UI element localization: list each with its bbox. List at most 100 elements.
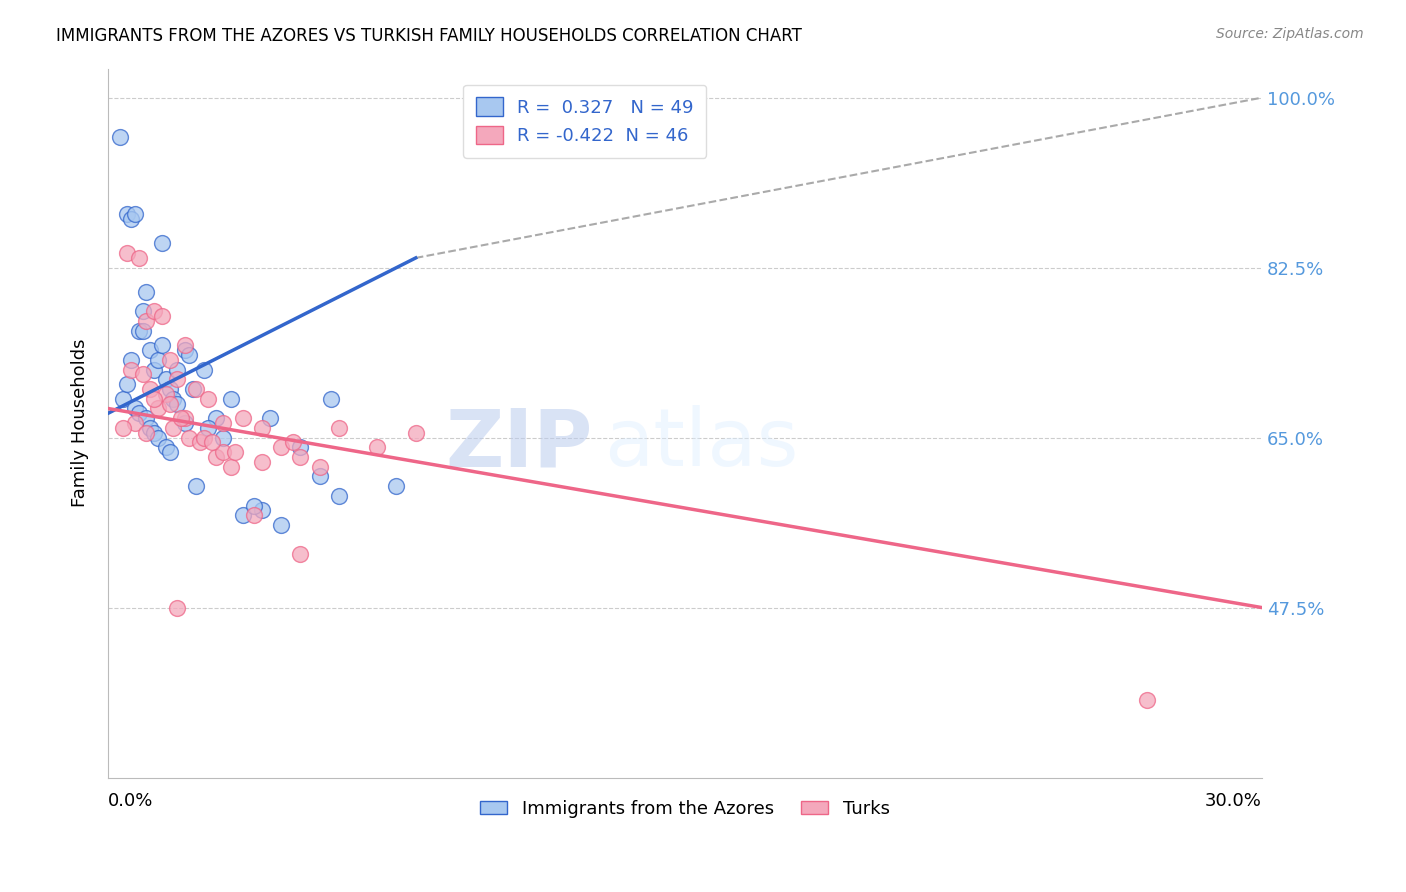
Text: 0.0%: 0.0% bbox=[108, 792, 153, 810]
Point bbox=[128, 324, 150, 338]
Point bbox=[135, 411, 157, 425]
Point bbox=[270, 518, 292, 533]
Point bbox=[150, 309, 173, 323]
Point bbox=[193, 431, 215, 445]
Point bbox=[139, 382, 162, 396]
Text: ZIP: ZIP bbox=[446, 405, 593, 483]
Point bbox=[328, 421, 350, 435]
Point bbox=[135, 314, 157, 328]
Point bbox=[131, 324, 153, 338]
Point bbox=[319, 392, 342, 406]
Point bbox=[155, 387, 177, 401]
Point bbox=[270, 440, 292, 454]
Point bbox=[115, 246, 138, 260]
Point bbox=[131, 304, 153, 318]
Point bbox=[143, 392, 166, 406]
Point bbox=[232, 411, 254, 425]
Point bbox=[366, 440, 388, 454]
Point bbox=[115, 207, 138, 221]
Point bbox=[150, 236, 173, 251]
Point bbox=[120, 362, 142, 376]
Point bbox=[219, 392, 242, 406]
Point bbox=[204, 411, 226, 425]
Point bbox=[385, 479, 408, 493]
Point bbox=[166, 396, 188, 410]
Point bbox=[159, 396, 181, 410]
Point bbox=[250, 455, 273, 469]
Point bbox=[290, 547, 312, 561]
Point bbox=[120, 352, 142, 367]
Text: atlas: atlas bbox=[605, 405, 799, 483]
Point bbox=[120, 212, 142, 227]
Point bbox=[150, 338, 173, 352]
Point bbox=[124, 207, 146, 221]
Point bbox=[128, 406, 150, 420]
Point bbox=[139, 343, 162, 358]
Point bbox=[290, 440, 312, 454]
Text: 30.0%: 30.0% bbox=[1205, 792, 1263, 810]
Point bbox=[186, 479, 208, 493]
Point bbox=[308, 469, 330, 483]
Text: Source: ZipAtlas.com: Source: ZipAtlas.com bbox=[1216, 27, 1364, 41]
Point bbox=[155, 440, 177, 454]
Point bbox=[219, 459, 242, 474]
Point bbox=[212, 445, 235, 459]
Point bbox=[232, 508, 254, 523]
Point bbox=[290, 450, 312, 464]
Point bbox=[155, 372, 177, 386]
Point bbox=[177, 431, 200, 445]
Point bbox=[181, 382, 204, 396]
Point bbox=[197, 392, 219, 406]
Point bbox=[250, 503, 273, 517]
Point bbox=[243, 499, 266, 513]
Point bbox=[112, 392, 135, 406]
Point bbox=[143, 304, 166, 318]
Point bbox=[174, 338, 197, 352]
Y-axis label: Family Households: Family Households bbox=[72, 339, 89, 508]
Point bbox=[201, 435, 224, 450]
Point bbox=[143, 425, 166, 440]
Point bbox=[170, 411, 193, 425]
Point bbox=[174, 343, 197, 358]
Point bbox=[281, 435, 304, 450]
Point bbox=[162, 392, 184, 406]
Point bbox=[143, 362, 166, 376]
Point bbox=[159, 445, 181, 459]
Point bbox=[135, 285, 157, 299]
Point bbox=[146, 431, 169, 445]
Point bbox=[162, 421, 184, 435]
Point bbox=[159, 382, 181, 396]
Point bbox=[139, 421, 162, 435]
Point bbox=[135, 425, 157, 440]
Point bbox=[166, 600, 188, 615]
Point bbox=[174, 416, 197, 430]
Point bbox=[212, 416, 235, 430]
Point bbox=[328, 489, 350, 503]
Point bbox=[146, 352, 169, 367]
Point bbox=[124, 416, 146, 430]
Point bbox=[204, 450, 226, 464]
Point bbox=[308, 459, 330, 474]
Point bbox=[146, 401, 169, 416]
Point bbox=[224, 445, 246, 459]
Point bbox=[124, 401, 146, 416]
Point bbox=[197, 421, 219, 435]
Legend: Immigrants from the Azores, Turks: Immigrants from the Azores, Turks bbox=[472, 793, 897, 825]
Point bbox=[243, 508, 266, 523]
Point bbox=[166, 372, 188, 386]
Point bbox=[1135, 693, 1157, 707]
Point bbox=[177, 348, 200, 362]
Point bbox=[193, 362, 215, 376]
Point bbox=[405, 425, 427, 440]
Point bbox=[166, 362, 188, 376]
Point bbox=[108, 129, 131, 144]
Point bbox=[186, 382, 208, 396]
Point bbox=[259, 411, 281, 425]
Point bbox=[128, 251, 150, 265]
Point bbox=[250, 421, 273, 435]
Point bbox=[112, 421, 135, 435]
Point bbox=[188, 435, 211, 450]
Point bbox=[159, 352, 181, 367]
Point bbox=[131, 368, 153, 382]
Point bbox=[115, 377, 138, 392]
